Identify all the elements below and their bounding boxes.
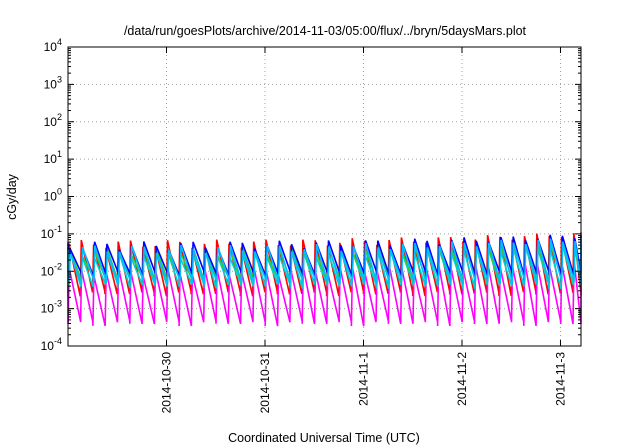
y-tick-label: 10-1 (41, 224, 62, 241)
y-tick-label: 10-4 (41, 336, 62, 353)
grid (68, 47, 581, 346)
x-axis: 2014-10-30 2014-10-31 2014-11-1 2014-11-2 20… (159, 47, 567, 413)
series-group (67, 232, 582, 327)
y-tick-label: 103 (44, 74, 62, 91)
y-tick-label: 100 (44, 187, 62, 204)
chart-title: /data/run/goesPlots/archive/2014-11-03/0… (124, 24, 527, 38)
x-tick-label: 2014-10-31 (258, 352, 272, 414)
x-axis-label: Coordinated Universal Time (UTC) (228, 431, 420, 445)
y-tick-label: 10-3 (41, 299, 62, 316)
y-axis-label: cGy/day (5, 173, 19, 220)
y-tick-label: 101 (44, 149, 62, 166)
x-tick-label: 2014-11-2 (455, 352, 469, 406)
series-line (67, 259, 582, 327)
y-tick-label: 104 (44, 37, 62, 54)
x-tick-label: 2014-11-3 (553, 352, 567, 406)
y-tick-label: 10-2 (41, 261, 62, 278)
y-tick-label: 102 (44, 112, 62, 129)
x-tick-label: 2014-11-1 (356, 352, 370, 406)
series-line (67, 237, 582, 285)
x-tick-label: 2014-10-30 (159, 352, 173, 414)
y-axis: 10-4 10-3 10-2 10-1 100 101 102 103 104 (41, 37, 581, 353)
